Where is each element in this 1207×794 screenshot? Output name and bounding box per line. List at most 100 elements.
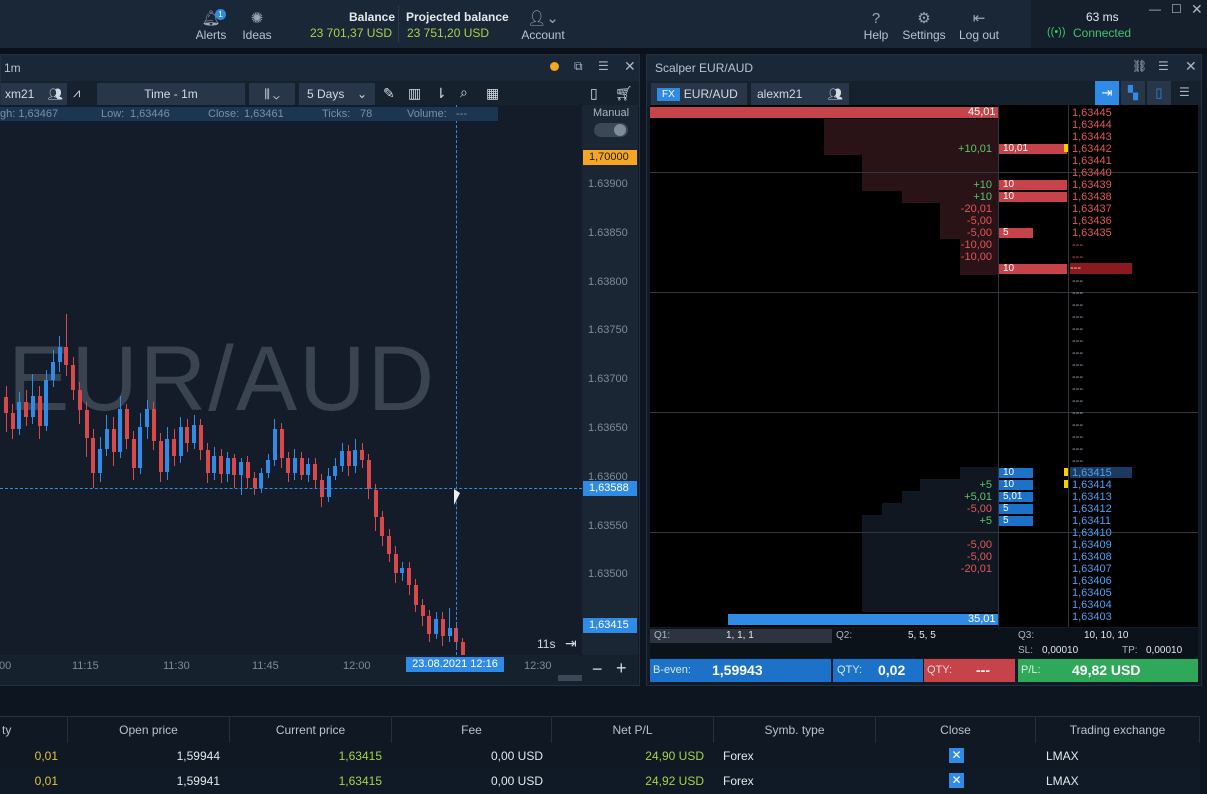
ask-price[interactable]: 1,63441	[1072, 155, 1112, 167]
mid-ladder-row[interactable]: ---	[650, 395, 1198, 407]
mid-ladder-row[interactable]: ---	[650, 419, 1198, 431]
bid-price[interactable]: 1,63409	[1072, 539, 1112, 551]
ask-price[interactable]: ---	[1072, 251, 1083, 263]
mid-ladder-row[interactable]: ---	[650, 407, 1198, 419]
panel-menu-icon[interactable]: ☰	[598, 59, 609, 73]
mid-price[interactable]: ---	[1072, 407, 1083, 419]
mid-ladder-row[interactable]: ---	[650, 359, 1198, 371]
bid-price[interactable]: 1,63410	[1072, 527, 1112, 539]
bid-ladder-row[interactable]: 1,63406	[650, 575, 1198, 587]
ask-ladder-row[interactable]: 1,63440	[650, 167, 1198, 179]
q1-preset[interactable]: Q1: 1, 1, 1	[650, 629, 832, 643]
chart-plot-area[interactable]: EUR/AUD 11s ⇥	[0, 105, 582, 655]
bid-ladder-row[interactable]: 1,63404	[650, 599, 1198, 611]
ask-ladder-row[interactable]: 1,63439 +10 10	[650, 179, 1198, 191]
ask-price[interactable]: 1,63436	[1072, 215, 1112, 227]
undock-icon[interactable]: ⧉	[574, 59, 583, 73]
chart-type-selector[interactable]: ⫼ ⌄	[249, 83, 295, 105]
mid-price[interactable]: ---	[1072, 287, 1083, 299]
ask-price[interactable]: 1,63445	[1072, 107, 1112, 119]
ask-price[interactable]: 1,63442	[1072, 143, 1112, 155]
mid-price[interactable]: ---	[1072, 311, 1083, 323]
zoom-icon[interactable]: ⌕	[460, 84, 468, 100]
bid-ladder-row[interactable]: 1,63409 -5,00	[650, 539, 1198, 551]
bid-price[interactable]: 1,63405	[1072, 587, 1112, 599]
ask-ladder-row[interactable]: 1,63436 -5,00	[650, 215, 1198, 227]
bid-ladder-row[interactable]: 1,63413 +5,01 5,01	[650, 491, 1198, 503]
mid-price[interactable]: ---	[1072, 299, 1083, 311]
bid-order-volume[interactable]: 10	[999, 480, 1033, 490]
bid-price[interactable]: 1,63408	[1072, 551, 1112, 563]
logout-button[interactable]: ⇤ Log out	[954, 0, 1004, 48]
mid-ladder-row[interactable]: ---	[650, 311, 1198, 323]
bid-order-volume[interactable]: 5	[999, 504, 1033, 514]
ask-order-volume[interactable]: 5	[999, 228, 1033, 238]
bid-ladder-row[interactable]: 1,63403	[650, 611, 1198, 623]
help-button[interactable]: ? Help	[858, 0, 894, 48]
mid-ladder-row[interactable]: ---	[650, 299, 1198, 311]
mid-price[interactable]: ---	[1072, 419, 1083, 431]
price-axis[interactable]: Manual 1,70000 1.63900 1.63850 1.63800 1.63…	[582, 105, 638, 655]
ask-price[interactable]: 1,63438	[1072, 191, 1112, 203]
close-scalper-icon[interactable]: ✕	[1185, 58, 1197, 74]
alerts-button[interactable]: 🔔︎ Alerts 1	[190, 0, 232, 48]
table-row[interactable]: 0,01 1,59944 1,63415 0,00 USD 24,90 USD Forex…	[0, 744, 1200, 768]
mid-price[interactable]: ---	[1072, 275, 1083, 287]
ask-price[interactable]: 1,63443	[1072, 131, 1112, 143]
layout-icon[interactable]: ▦	[486, 85, 500, 101]
bid-price[interactable]: 1,63413	[1072, 491, 1112, 503]
ask-price[interactable]: 1,63439	[1072, 179, 1112, 191]
bid-price[interactable]: 1,63403	[1072, 611, 1112, 623]
q3-preset[interactable]: Q3: 10, 10, 10	[1016, 629, 1198, 643]
draw-icon[interactable]: ✎	[383, 85, 395, 101]
sl-tp-settings[interactable]: SL: 0,00010 TP: 0,00010	[1016, 644, 1198, 658]
ask-ladder-row[interactable]: 1,63438 +10 10	[650, 191, 1198, 203]
column-header[interactable]: ty	[0, 717, 68, 743]
mid-ladder-row[interactable]: ---	[650, 323, 1198, 335]
close-position-button[interactable]: ✕	[949, 748, 964, 763]
column-header[interactable]: Trading exchange	[1036, 717, 1200, 743]
ask-ladder-row[interactable]: 1,63442 +10,01 10,01	[650, 143, 1198, 155]
mid-price[interactable]: ---	[1072, 443, 1083, 455]
bid-ladder-row[interactable]: 1,63411 +5 5	[650, 515, 1198, 527]
ask-ladder-row[interactable]: 1,63444	[650, 119, 1198, 131]
bid-ladder-row[interactable]: 1,63407 -20,01	[650, 563, 1198, 575]
column-header[interactable]: Fee	[392, 717, 552, 743]
bid-price[interactable]: 1,63412	[1072, 503, 1112, 515]
bid-ladder-row[interactable]: 1,63405	[650, 587, 1198, 599]
ideas-button[interactable]: ✺ Ideas	[238, 0, 276, 48]
ask-ladder-row[interactable]: --- -10,00	[650, 239, 1198, 251]
bid-ladder-row[interactable]: 1,63408 -5,00	[650, 551, 1198, 563]
range-selector[interactable]: 5 Days ⌄	[299, 83, 375, 105]
column-view-icon[interactable]: ▯	[1147, 81, 1171, 105]
mid-ladder-row[interactable]: ---	[650, 443, 1198, 455]
column-header[interactable]: Close	[876, 717, 1036, 743]
mid-price[interactable]: ---	[1072, 395, 1083, 407]
close-position-button[interactable]: ✕	[949, 773, 964, 788]
template-icon[interactable]: ▯	[590, 85, 598, 101]
mid-price[interactable]: ---	[1072, 359, 1083, 371]
ask-order-volume[interactable]: 10,01	[999, 144, 1067, 154]
ask-ladder-row[interactable]: 1,63445	[650, 107, 1198, 119]
cart-icon[interactable]: 🛒︎	[615, 85, 633, 101]
time-axis[interactable]: 00 11:15 11:30 11:45 12:00 12:30 23.08.2021 1…	[0, 655, 582, 685]
ask-ladder-row[interactable]: 1,63435 -5,00 5	[650, 227, 1198, 239]
q2-preset[interactable]: Q2: 5, 5, 5	[834, 629, 1014, 643]
ask-ladder-row[interactable]: 1,63443	[650, 131, 1198, 143]
mid-ladder-row[interactable]: ---	[650, 431, 1198, 443]
bid-order-volume[interactable]: 5	[999, 516, 1033, 526]
ask-price[interactable]: 1,63440	[1072, 167, 1112, 179]
cluster-view-icon[interactable]: ▚	[1121, 81, 1145, 105]
bid-price[interactable]: 1,63404	[1072, 599, 1112, 611]
dom-view-icon[interactable]: ⇥	[1095, 81, 1119, 105]
account-selector[interactable]: xm21 👥︎	[1, 83, 67, 105]
column-header[interactable]: Net P/L	[552, 717, 714, 743]
mid-price[interactable]: ---	[1072, 335, 1083, 347]
mid-ladder-row[interactable]: ---	[650, 287, 1198, 299]
column-header[interactable]: Current price	[230, 717, 392, 743]
settings-list-icon[interactable]: ☰	[1179, 85, 1190, 99]
depth-of-market[interactable]: 45,01 1,63445 1,63444 1,63443 1,63442 +10,01…	[650, 105, 1198, 627]
ask-price[interactable]: ---	[1072, 239, 1083, 251]
mid-ladder-row[interactable]: ---	[650, 455, 1198, 467]
zoom-out-icon[interactable]: −	[592, 659, 603, 679]
